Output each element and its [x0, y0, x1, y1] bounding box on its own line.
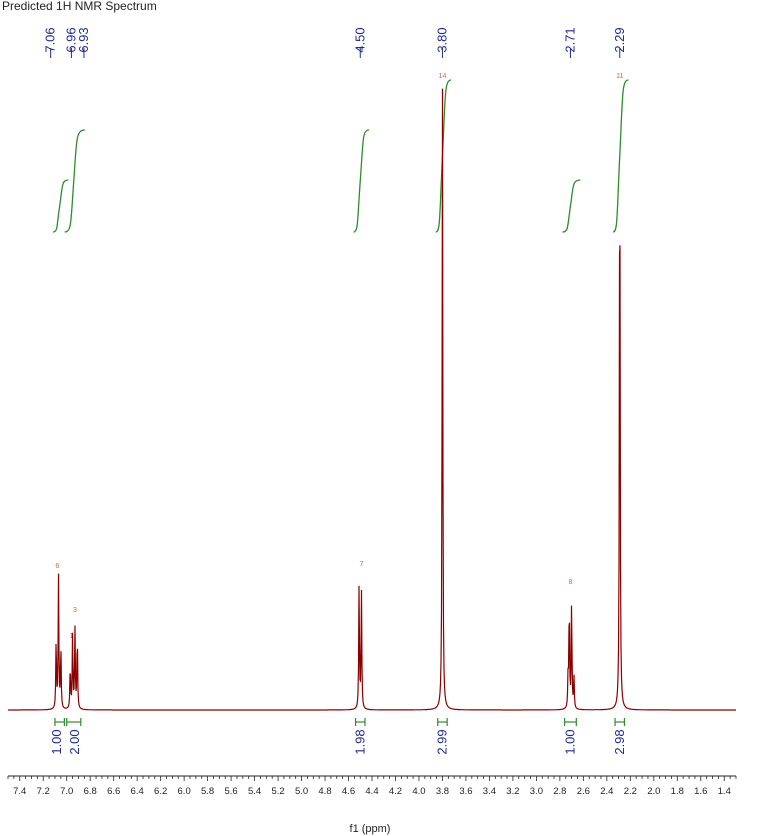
x-tick-label: 4.2 — [389, 786, 402, 797]
peak-label: 6.93 — [76, 27, 91, 52]
atom-label: 8 — [568, 579, 572, 586]
x-axis-label: f1 (ppm) — [350, 823, 391, 835]
x-tick-label: 4.0 — [412, 786, 425, 797]
x-tick-label: 5.6 — [224, 786, 237, 797]
peak-label: 7.06 — [43, 27, 58, 52]
x-tick-label: 4.6 — [342, 786, 355, 797]
x-tick-label: 6.0 — [178, 786, 191, 797]
x-tick-label: 6.4 — [131, 786, 144, 797]
integral-value: 1.98 — [352, 729, 367, 754]
x-tick-label: 7.2 — [37, 786, 50, 797]
chart-title: Predicted 1H NMR Spectrum — [2, 0, 157, 13]
spectrum-trace — [8, 88, 736, 711]
integral-value: 2.99 — [434, 729, 449, 754]
x-tick-label: 2.0 — [647, 786, 660, 797]
peak-label: 6.96 — [63, 27, 78, 52]
x-tick-label: 3.6 — [459, 786, 472, 797]
x-tick-label: 6.6 — [107, 786, 120, 797]
integral-curves — [52, 79, 629, 233]
x-tick-label: 1.8 — [671, 786, 684, 797]
peak-label: 2.71 — [562, 27, 577, 52]
x-tick-label: 2.8 — [553, 786, 566, 797]
x-tick-label: 5.0 — [295, 786, 308, 797]
x-tick-label: 7.4 — [13, 786, 26, 797]
peak-labels: 7.06 6.966.93 4.50 3.80 2.71 2.29 — [43, 27, 627, 58]
atom-label: 6 — [55, 563, 59, 570]
integral-curve — [612, 79, 629, 233]
integral-value: 2.98 — [612, 729, 627, 754]
atom-label: 11 — [616, 73, 623, 80]
peak-label: 2.29 — [612, 27, 627, 52]
x-tick-label: 5.2 — [271, 786, 284, 797]
integral-curve — [562, 179, 581, 233]
x-tick-label: 3.4 — [483, 786, 496, 797]
x-tick-label: 2.6 — [577, 786, 590, 797]
x-tick-label: 1.4 — [718, 786, 731, 797]
atom-label: 7 — [359, 561, 363, 568]
atom-label: 3 — [73, 607, 77, 614]
integral-value: 1.00 — [49, 729, 64, 754]
x-tick-label: 7.0 — [60, 786, 73, 797]
peak-label: 4.50 — [352, 27, 367, 52]
integral-value: 1.00 — [562, 729, 577, 754]
integral-curve — [64, 129, 85, 233]
x-tick-label: 2.2 — [624, 786, 637, 797]
integral-curve — [52, 179, 69, 233]
peak-label: 3.80 — [434, 27, 449, 52]
x-tick-label: 6.2 — [154, 786, 167, 797]
atom-labels: 6 3 1 7 14 8 11 — [55, 73, 623, 640]
x-tick-label: 2.4 — [600, 786, 613, 797]
atom-label: 14 — [439, 73, 447, 80]
integral-value: 2.00 — [67, 729, 82, 754]
x-tick-label: 3.0 — [530, 786, 543, 797]
integral-curve — [435, 79, 452, 233]
x-tick-label: 5.8 — [201, 786, 214, 797]
x-tick-label: 6.8 — [84, 786, 97, 797]
x-tick-label: 5.4 — [248, 786, 261, 797]
x-tick-label: 3.8 — [436, 786, 449, 797]
x-tick-label: 1.6 — [694, 786, 707, 797]
integral-brackets: 1.00 2.00 1.98 2.99 1.00 2.98 — [49, 718, 627, 755]
x-tick-label: 3.2 — [506, 786, 519, 797]
integral-curve — [353, 129, 370, 233]
atom-label: 1 — [69, 633, 73, 640]
x-tick-label: 4.4 — [365, 786, 378, 797]
x-tick-label: 4.8 — [318, 786, 331, 797]
x-axis: 7.4 7.2 7.0 6.8 6.6 6.4 6.2 6.0 5.8 5.6 5.4 5.2 5.0 4… — [7, 775, 737, 797]
